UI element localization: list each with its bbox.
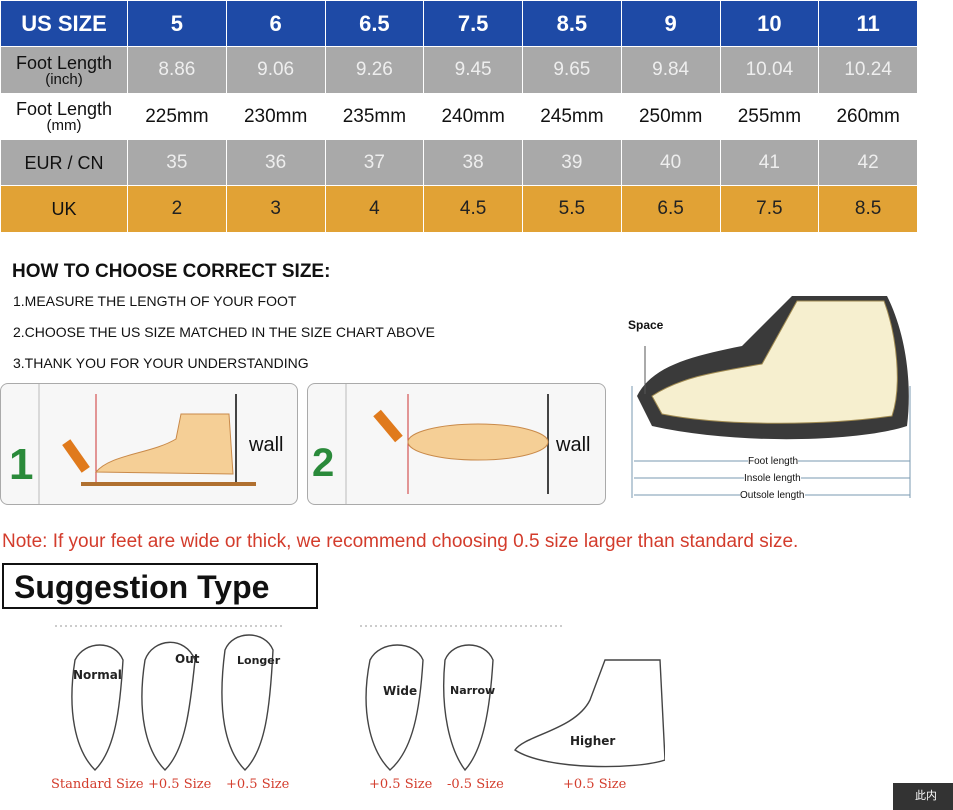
corner-badge[interactable]: 此内 [893,783,953,810]
narrow-foot-outline [443,644,494,772]
foot-length-mm-header: Foot Length (mm) [0,93,128,140]
us-size-row: US SIZE 5 6 6.5 7.5 8.5 9 10 11 [0,0,918,47]
us-size-cell: 6 [225,0,326,47]
us-size-cell: 8.5 [522,0,622,47]
mm-cell: 255mm [719,93,820,140]
eur-cell: 36 [225,139,326,186]
uk-cell: 4 [324,185,425,233]
normal-foot-outline [71,644,124,771]
eur-cn-header: EUR / CN [0,139,128,186]
uk-cell: 7.5 [719,185,820,233]
out-label: Out [175,652,200,666]
row-label: Foot Length [15,99,113,119]
foot-length-inch-header: Foot Length (inch) [0,46,128,94]
inch-cell: 10.24 [818,46,918,94]
foot-length-inch-row: Foot Length (inch) 8.86 9.06 9.26 9.45 9.… [0,46,918,94]
caption-standard: Standard Size [51,777,144,792]
uk-cell: 6.5 [620,185,721,233]
howto-step-3: 3.THANK YOU FOR YOUR UNDERSTANDING [13,355,309,371]
shoe-length-diagram: Space Foot length Insole length Outsole … [622,276,918,506]
us-size-cell: 9 [620,0,721,47]
inch-cell: 9.45 [423,46,523,94]
wide-label: Wide [383,684,418,698]
wide-foot-outline [365,644,424,771]
us-size-cell: 11 [818,0,918,47]
eur-cell: 37 [324,139,425,186]
shoe-cross-section-illustration [631,296,911,498]
measure-step-2-panel: 2 wall [307,383,606,505]
size-chart-table: US SIZE 5 6 6.5 7.5 8.5 9 10 11 Foot Len… [0,0,918,233]
eur-cell: 39 [522,139,622,186]
longer-label: Longer [237,654,281,667]
out-foot-outline [141,641,196,771]
us-size-cell: 10 [719,0,820,47]
sizing-note: Note: If your feet are wide or thick, we… [2,531,799,552]
caption-narrow: -0.5 Size [447,777,504,792]
us-size-cell: 7.5 [423,0,523,47]
eur-cell: 35 [127,139,227,186]
foot-top-illustration: 2 [312,384,549,504]
svg-text:2: 2 [312,441,334,485]
caption-out: +0.5 Size [148,777,212,792]
suggestion-type-title: Suggestion Type [2,563,318,609]
row-unit: (inch) [45,70,83,88]
uk-cell: 8.5 [818,185,918,233]
narrow-label: Narrow [450,684,496,697]
eur-cell: 41 [719,139,820,186]
eur-cell: 38 [423,139,523,186]
space-label: Space [628,318,664,332]
caption-longer: +0.5 Size [226,777,290,792]
mm-cell: 250mm [620,93,721,140]
row-label: Foot Length [15,52,113,73]
mm-cell: 225mm [127,93,227,140]
eur-cell: 40 [620,139,721,186]
mm-cell: 245mm [522,93,622,140]
uk-cell: 2 [127,185,227,233]
foot-type-outlines [55,625,665,772]
foot-length-mm-row: Foot Length (mm) 225mm 230mm 235mm 240mm … [0,93,918,140]
mm-cell: 260mm [818,93,918,140]
caption-higher: +0.5 Size [563,777,627,792]
wall-label: wall [556,434,591,456]
longer-foot-outline [221,634,274,771]
svg-text:1: 1 [9,440,33,489]
mm-cell: 235mm [324,93,425,140]
us-size-cell: 5 [127,0,227,47]
inch-cell: 9.26 [324,46,425,94]
foot-length-label: Foot length [748,456,799,467]
us-size-cell: 6.5 [324,0,425,47]
uk-cell: 3 [225,185,326,233]
high-instep-foot-outline [514,659,665,768]
foot-side-illustration: 1 [9,384,256,504]
mm-cell: 240mm [423,93,523,140]
inch-cell: 10.04 [719,46,820,94]
mm-cell: 230mm [225,93,326,140]
insole-length-label: Insole length [744,473,801,484]
uk-row: UK 2 3 4 4.5 5.5 6.5 7.5 8.5 [0,185,918,233]
caption-wide: +0.5 Size [369,777,433,792]
howto-step-2: 2.CHOOSE THE US SIZE MATCHED IN THE SIZE… [13,324,435,340]
inch-cell: 9.84 [620,46,721,94]
uk-header: UK [0,185,128,233]
inch-cell: 9.65 [522,46,622,94]
howto-step-1: 1.MEASURE THE LENGTH OF YOUR FOOT [13,293,297,309]
howto-title: HOW TO CHOOSE CORRECT SIZE: [12,261,331,282]
us-size-header: US SIZE [0,0,128,47]
normal-label: Normal [73,668,122,682]
uk-cell: 4.5 [423,185,523,233]
outsole-length-label: Outsole length [740,490,805,501]
eur-cn-row: EUR / CN 35 36 37 38 39 40 41 42 [0,139,918,186]
inch-cell: 9.06 [225,46,326,94]
inch-cell: 8.86 [127,46,227,94]
row-unit: (mm) [46,117,82,134]
uk-cell: 5.5 [522,185,622,233]
measure-step-1-panel: 1 wall [0,383,298,505]
eur-cell: 42 [818,139,918,186]
higher-label: Higher [570,734,616,748]
wall-label: wall [249,434,284,456]
